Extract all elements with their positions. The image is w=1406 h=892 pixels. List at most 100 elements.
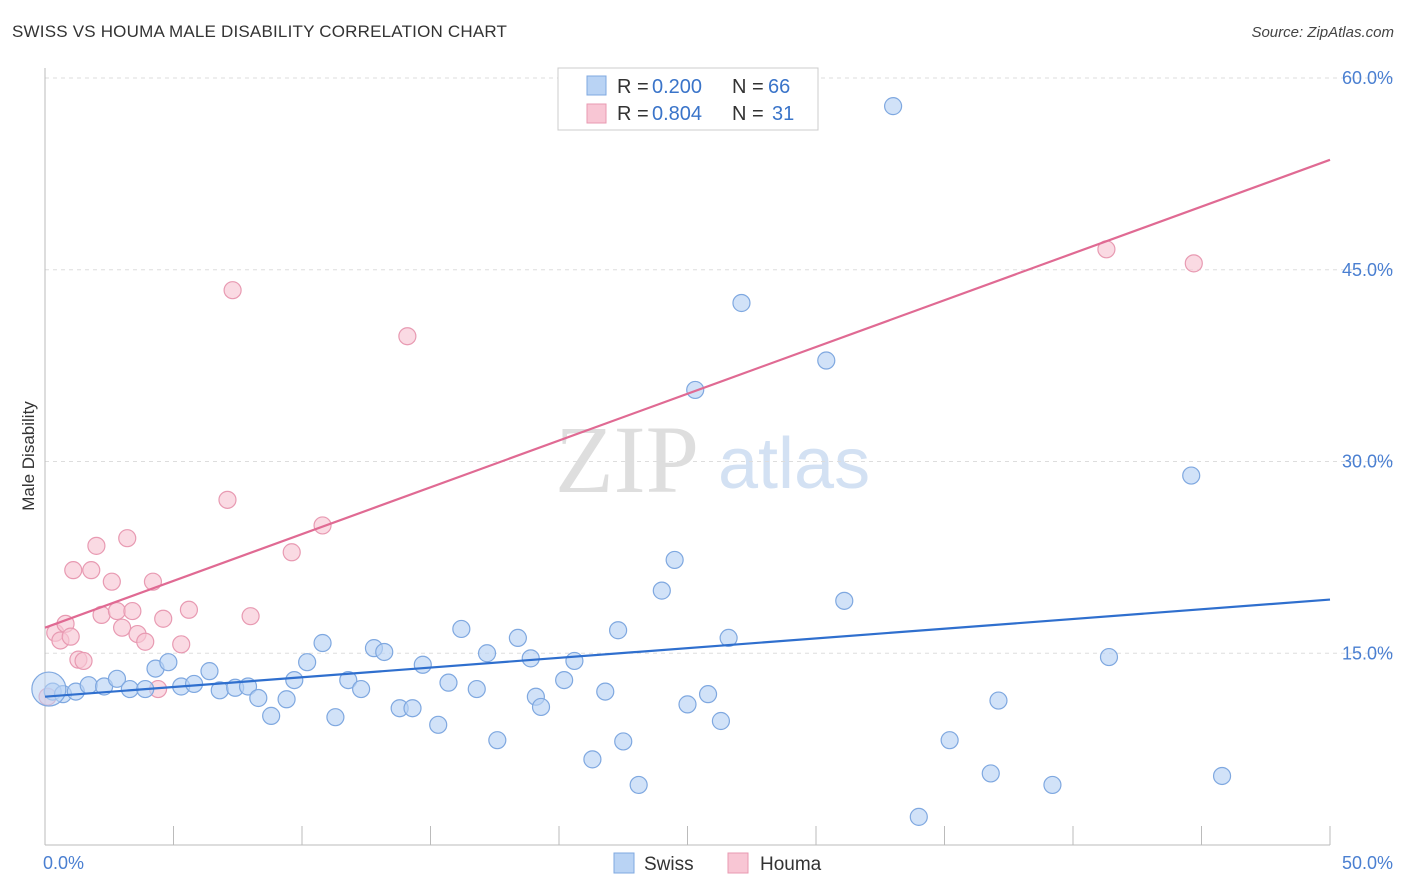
- houma-point: [112, 618, 132, 637]
- chart-source: Source: ZipAtlas.com: [1251, 24, 1394, 41]
- swiss-point: [565, 651, 584, 671]
- houma-point: [398, 327, 417, 346]
- legend-swatch-houma: [586, 103, 607, 124]
- swiss-point: [531, 697, 551, 717]
- legend-houma-n-value: 31: [772, 103, 794, 125]
- houma-point: [136, 632, 155, 651]
- swiss-point: [277, 690, 296, 709]
- houma-point: [87, 536, 106, 555]
- legend-houma-r-value: 0.804: [652, 103, 702, 125]
- houma-point: [123, 601, 142, 621]
- bottom-legend-swatch-swiss: [613, 852, 635, 874]
- houma-point: [313, 516, 332, 535]
- swiss-point: [107, 669, 127, 688]
- houma-point: [74, 651, 93, 671]
- houma-point: [61, 627, 80, 646]
- houma-trend-line: [44, 158, 1331, 629]
- swiss-point: [467, 679, 486, 699]
- houma-point: [218, 490, 237, 509]
- x-tick-label-max: 50.0%: [1342, 853, 1393, 873]
- swiss-point: [508, 628, 527, 648]
- swiss-point: [298, 653, 317, 672]
- houma-point: [82, 561, 101, 580]
- swiss-point: [711, 711, 731, 731]
- legend-swiss-n-value: 66: [768, 76, 790, 98]
- trend-lines: [44, 158, 1331, 698]
- swiss-point: [732, 293, 751, 313]
- swiss-point: [352, 679, 371, 699]
- y-tick-label: 15.0%: [1342, 643, 1393, 663]
- houma-point: [172, 635, 191, 654]
- watermark: ZIP atlas: [555, 406, 870, 513]
- bottom-legend-swiss-label: Swiss: [644, 854, 694, 875]
- houma-point: [241, 607, 260, 626]
- swiss-point: [477, 644, 497, 663]
- swiss-point: [835, 591, 854, 610]
- swiss-point: [439, 673, 458, 692]
- houma-point: [179, 600, 199, 619]
- chart-title: SWISS VS HOUMA MALE DISABILITY CORRELATI…: [12, 22, 508, 41]
- swiss-point: [313, 633, 332, 653]
- swiss-point: [249, 688, 268, 708]
- x-ticks: [173, 826, 1331, 845]
- swiss-point: [1043, 775, 1062, 795]
- swiss-point: [609, 621, 628, 640]
- x-tick-labels: 0.0% 50.0%: [43, 853, 1393, 873]
- houma-point: [282, 543, 301, 562]
- legend-swiss-n-label: N =: [732, 76, 764, 98]
- houma-point: [102, 572, 121, 591]
- swiss-point: [940, 731, 959, 750]
- swiss-point: [596, 682, 615, 701]
- houma-point: [223, 281, 242, 300]
- legend: R = 0.200 N = 66 R = 0.804 N = 31: [557, 67, 819, 131]
- swiss-point: [583, 750, 602, 769]
- swiss-point: [159, 653, 178, 672]
- swiss-point: [521, 649, 540, 668]
- houma-points: [38, 240, 1203, 706]
- y-tick-labels: 15.0% 30.0% 45.0% 60.0%: [1342, 68, 1393, 663]
- swiss-point: [1182, 466, 1201, 485]
- swiss-point: [403, 699, 422, 718]
- swiss-point: [79, 676, 98, 695]
- swiss-point: [339, 670, 358, 690]
- houma-point: [64, 561, 83, 580]
- bottom-legend-swatch-houma: [727, 852, 749, 874]
- swiss-points: [31, 97, 1232, 826]
- watermark-atlas: atlas: [718, 424, 870, 504]
- houma-point: [1184, 254, 1203, 273]
- swiss-point: [413, 655, 432, 674]
- bottom-legend: Swiss Houma: [613, 852, 822, 875]
- swiss-point: [665, 550, 684, 570]
- swiss-point: [698, 685, 718, 704]
- swiss-point: [285, 670, 304, 690]
- swiss-point: [652, 581, 671, 600]
- houma-point: [118, 529, 137, 548]
- swiss-point: [817, 351, 836, 370]
- swiss-point: [326, 708, 345, 727]
- legend-houma-n-label: N =: [732, 103, 764, 125]
- swiss-point: [678, 695, 697, 714]
- swiss-point: [1212, 766, 1232, 786]
- swiss-point-cluster: [31, 671, 67, 707]
- gridlines: [45, 77, 1393, 654]
- bottom-legend-houma-label: Houma: [760, 854, 822, 875]
- legend-swiss-r-value: 0.200: [652, 76, 702, 98]
- x-tick-label-min: 0.0%: [43, 853, 84, 873]
- legend-swiss-r-label: R =: [617, 76, 649, 98]
- swiss-point: [883, 97, 903, 116]
- houma-point: [107, 601, 127, 621]
- swiss-point: [614, 732, 633, 751]
- swiss-point: [555, 670, 574, 690]
- watermark-zip: ZIP: [555, 406, 699, 513]
- y-tick-label: 45.0%: [1342, 260, 1393, 280]
- swiss-point: [262, 706, 281, 725]
- swiss-point: [375, 642, 394, 662]
- swiss-trend-line: [44, 598, 1331, 698]
- y-tick-label: 30.0%: [1342, 452, 1393, 472]
- swiss-point: [719, 628, 738, 648]
- swiss-point: [909, 807, 928, 826]
- swiss-point: [629, 775, 648, 795]
- legend-houma-r-label: R =: [617, 103, 649, 125]
- y-axis-label: Male Disability: [19, 401, 38, 511]
